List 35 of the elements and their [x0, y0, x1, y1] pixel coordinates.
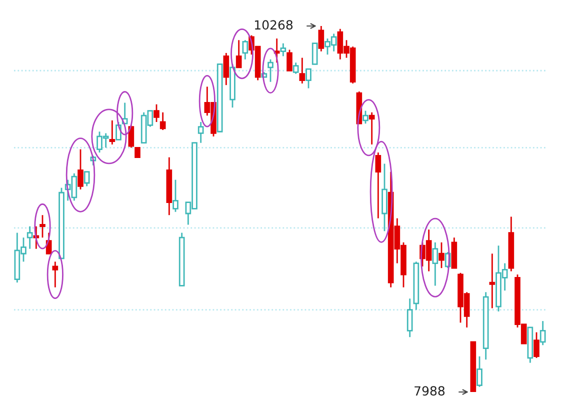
- candlestick: [26, 226, 33, 250]
- candlestick: [312, 42, 318, 65]
- annotation: 7988: [414, 386, 445, 396]
- candlestick: [292, 62, 299, 75]
- candlestick: [368, 112, 375, 146]
- candlestick: [198, 121, 204, 144]
- candlestick: [489, 252, 496, 309]
- candlestick: [286, 49, 292, 72]
- candlestick: [223, 52, 230, 86]
- candlestick: [160, 112, 166, 131]
- candlestick: [109, 120, 116, 146]
- candlestick: [128, 124, 134, 148]
- candlestick: [280, 42, 286, 57]
- candlestick: [268, 58, 274, 83]
- annotation: 10268: [254, 20, 293, 30]
- candlestick: [242, 39, 248, 60]
- candlestick: [172, 179, 178, 213]
- candlestick: [299, 57, 306, 84]
- candlestick: [154, 104, 160, 123]
- candlestick: [375, 152, 382, 220]
- candlestick: [540, 320, 546, 346]
- candlestick: [306, 68, 312, 89]
- candlestick: [362, 110, 368, 124]
- candlestick: [52, 260, 58, 288]
- candlestick: [134, 146, 140, 158]
- candlestick: [438, 242, 444, 269]
- candlestick: [236, 39, 242, 68]
- candlestick: [432, 242, 438, 286]
- candlestick: [84, 171, 90, 187]
- candlestick: [476, 356, 482, 388]
- candlestick: [318, 26, 324, 52]
- candlestick: [40, 214, 46, 238]
- candlestick: [534, 332, 540, 359]
- candlestick: [406, 298, 413, 338]
- candlestick: [78, 148, 84, 190]
